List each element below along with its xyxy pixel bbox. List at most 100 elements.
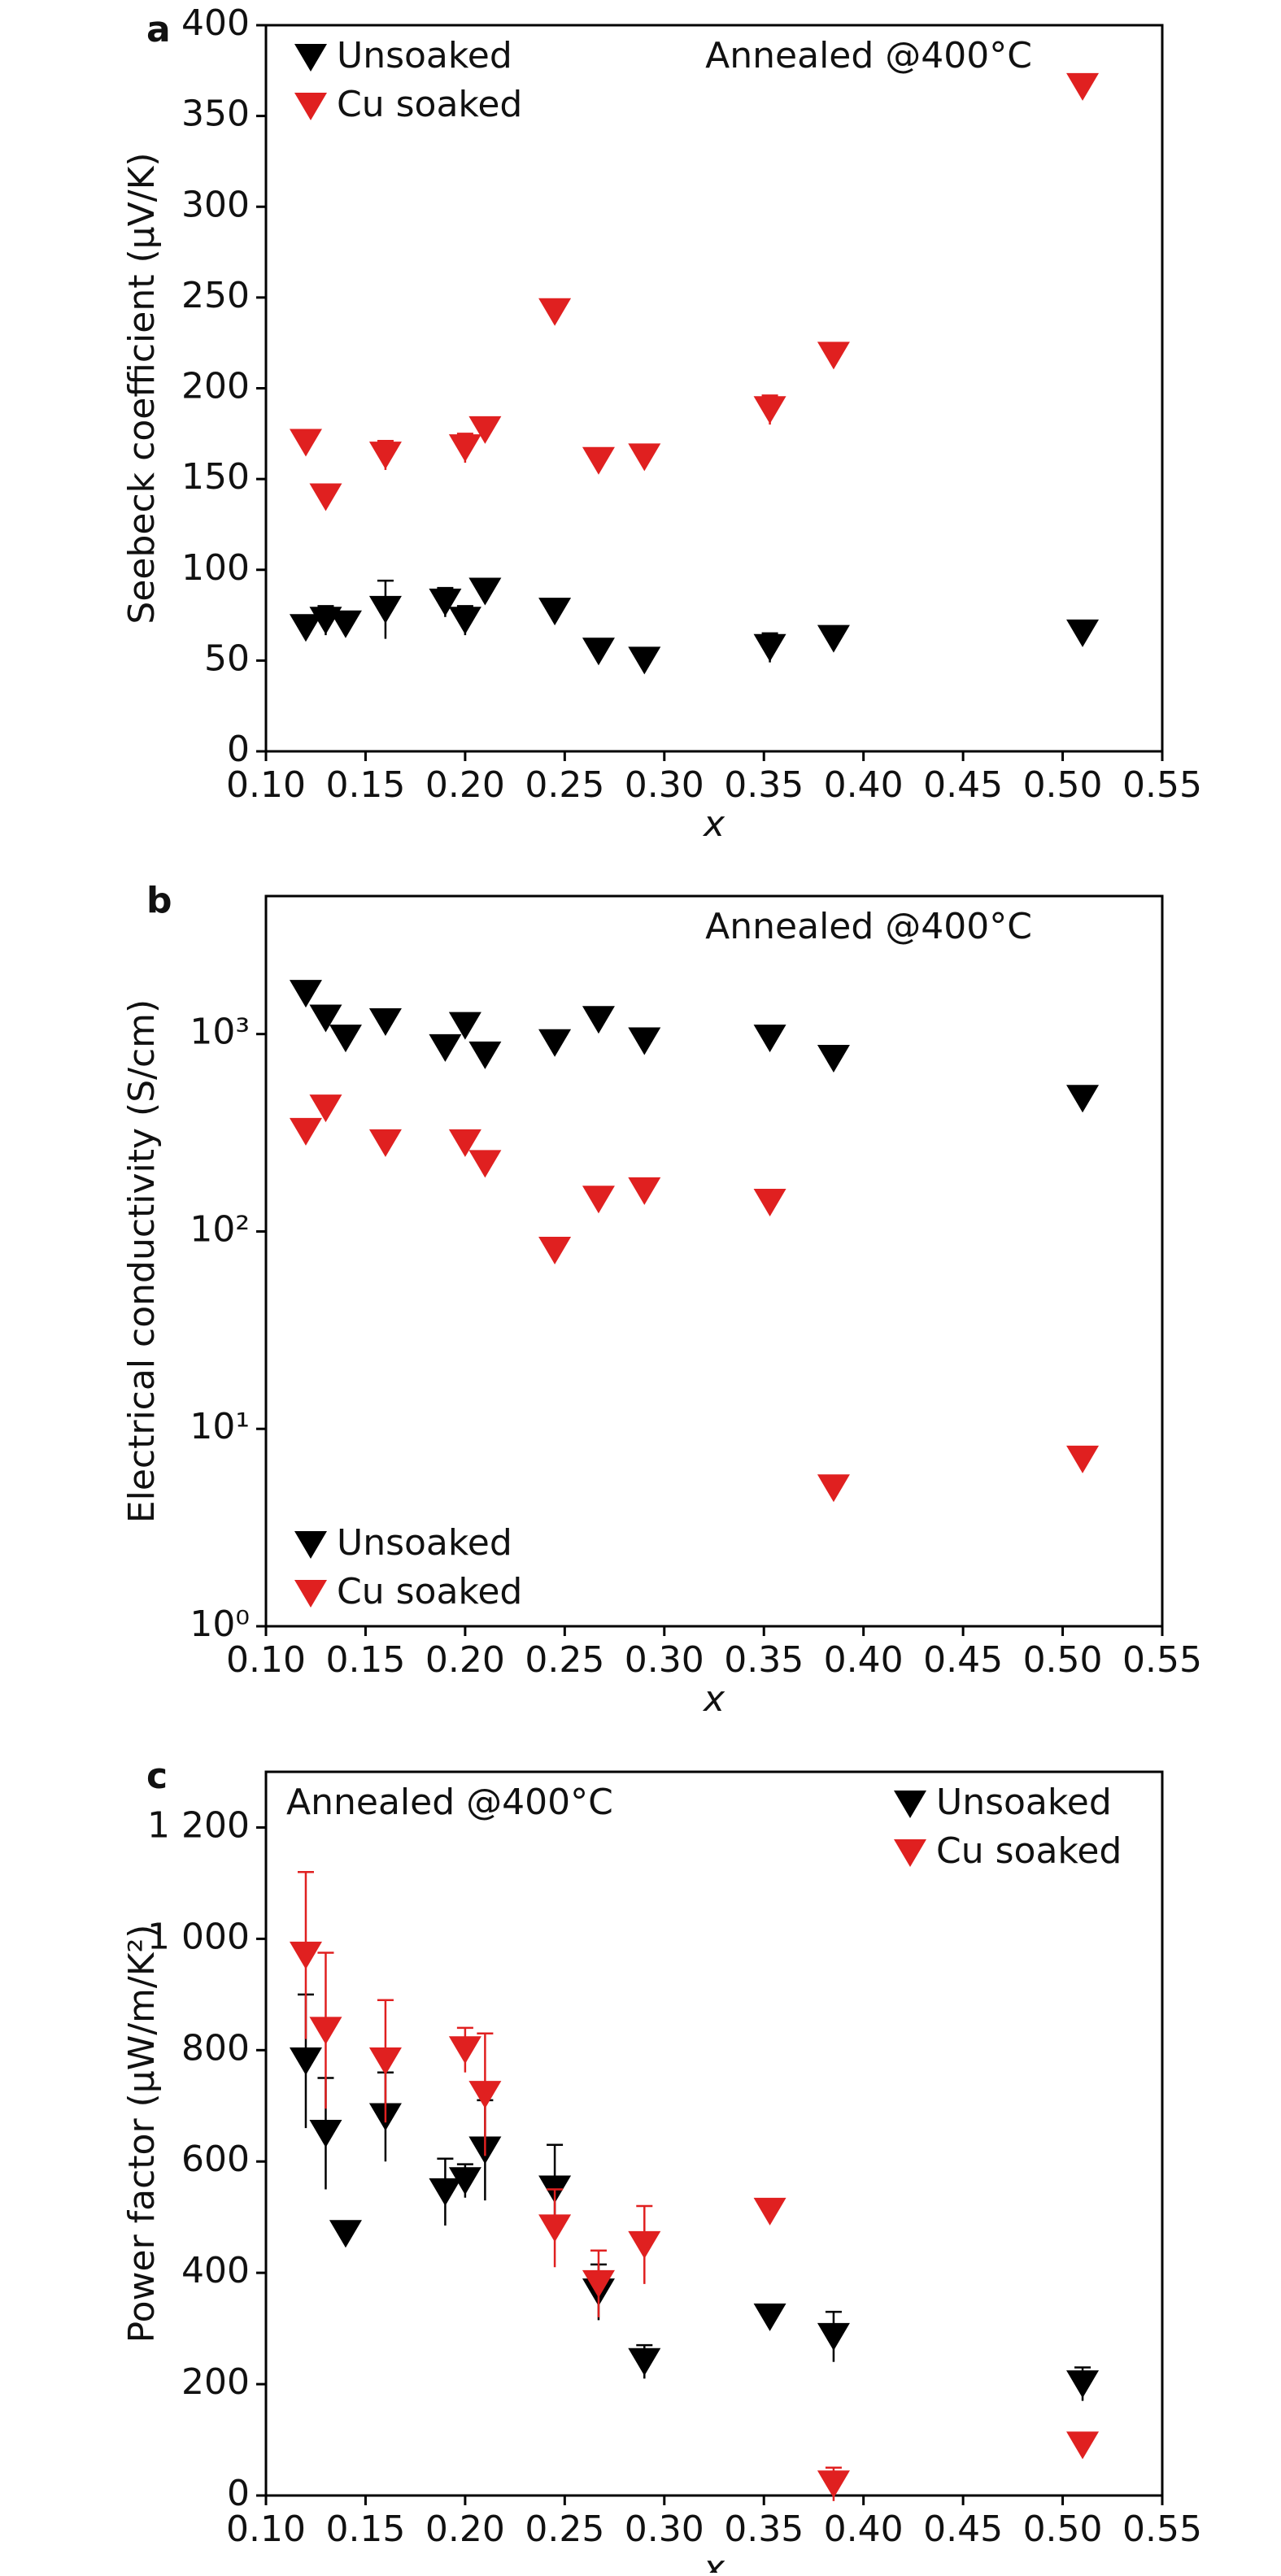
marker — [628, 2230, 661, 2259]
y-tick-label: 10⁰ — [190, 1603, 250, 1645]
y-tick-label: 200 — [181, 2361, 250, 2403]
x-tick-label: 0.10 — [226, 1639, 306, 1681]
x-tick-label: 0.10 — [226, 2509, 306, 2550]
marker — [309, 1094, 342, 1123]
y-axis-label: Seebeck coefficient (μV/K) — [121, 152, 163, 624]
plot-frame — [264, 24, 1164, 753]
x-axis-label: x — [702, 803, 725, 845]
marker — [289, 2047, 322, 2075]
marker — [753, 633, 786, 662]
x-tick-label: 0.55 — [1122, 2509, 1202, 2550]
legend-label: Unsoaked — [337, 35, 512, 76]
marker — [817, 1045, 850, 1073]
marker — [1066, 2431, 1100, 2460]
legend-marker — [294, 1580, 327, 1608]
y-tick-label: 10² — [190, 1208, 250, 1250]
legend-marker — [294, 44, 327, 72]
x-tick-label: 0.35 — [724, 1639, 804, 1681]
x-tick-label: 0.55 — [1122, 764, 1202, 806]
marker — [582, 446, 615, 475]
x-tick-label: 0.25 — [525, 764, 604, 806]
x-axis-label: x — [702, 1678, 725, 1720]
marker — [817, 624, 850, 653]
marker — [628, 2348, 661, 2376]
y-tick-label: 400 — [181, 2, 250, 44]
legend-marker — [894, 1839, 926, 1867]
y-axis-label: Electrical conductivity (S/cm) — [121, 999, 163, 1523]
marker — [628, 443, 661, 472]
marker — [429, 2178, 462, 2206]
x-tick-label: 0.20 — [425, 1639, 505, 1681]
legend-marker — [894, 1791, 926, 1818]
marker — [582, 1186, 615, 1214]
y-tick-label: 50 — [204, 637, 250, 679]
y-tick-label: 1 000 — [147, 1916, 250, 1957]
marker — [468, 416, 502, 444]
marker — [448, 434, 481, 463]
x-tick-label: 0.30 — [625, 1639, 704, 1681]
marker — [448, 1012, 481, 1040]
marker — [753, 2303, 786, 2331]
marker — [628, 1177, 661, 1205]
y-tick-label: 1 200 — [147, 1804, 250, 1846]
legend-marker — [294, 1531, 327, 1559]
y-tick-label: 10¹ — [190, 1406, 250, 1447]
x-tick-label: 0.45 — [923, 764, 1003, 806]
marker — [582, 2269, 615, 2298]
marker — [289, 429, 322, 457]
marker — [309, 2120, 342, 2147]
marker — [448, 2036, 481, 2065]
x-tick-label: 0.55 — [1122, 1639, 1202, 1681]
marker — [753, 2197, 786, 2226]
x-tick-label: 0.40 — [824, 2509, 904, 2550]
annotation: Annealed @400°C — [286, 1782, 613, 1823]
marker — [753, 396, 786, 424]
y-tick-label: 0 — [227, 2473, 250, 2514]
x-tick-label: 0.15 — [325, 2509, 405, 2550]
x-tick-label: 0.45 — [923, 1639, 1003, 1681]
marker — [468, 1150, 502, 1178]
marker — [289, 1941, 322, 1969]
marker — [368, 1129, 402, 1157]
marker — [817, 2470, 850, 2499]
marker — [582, 637, 615, 666]
marker — [329, 1025, 362, 1053]
legend-label: Cu soaked — [936, 1830, 1122, 1872]
marker — [448, 1129, 481, 1157]
x-tick-label: 0.35 — [724, 2509, 804, 2550]
marker — [817, 342, 850, 370]
marker — [309, 2017, 342, 2045]
legend-label: Cu soaked — [337, 1571, 522, 1612]
panel-label: c — [146, 1756, 168, 1797]
marker — [753, 1188, 786, 1216]
marker — [289, 980, 322, 1008]
legend-label: Unsoaked — [337, 1522, 512, 1564]
marker — [368, 442, 402, 470]
annotation: Annealed @400°C — [705, 906, 1032, 947]
x-tick-label: 0.20 — [425, 764, 505, 806]
annotation: Annealed @400°C — [705, 35, 1032, 76]
x-axis-label: x — [702, 2548, 725, 2573]
marker — [582, 1006, 615, 1034]
x-tick-label: 0.25 — [525, 1639, 604, 1681]
y-tick-label: 150 — [181, 456, 250, 498]
y-tick-label: 800 — [181, 2027, 250, 2069]
marker — [368, 1007, 402, 1036]
x-tick-label: 0.15 — [325, 1639, 405, 1681]
y-tick-label: 300 — [181, 184, 250, 225]
marker — [289, 614, 322, 642]
marker — [538, 1236, 572, 1264]
y-tick-label: 10³ — [190, 1012, 250, 1053]
x-tick-label: 0.25 — [525, 2509, 604, 2550]
marker — [468, 577, 502, 606]
marker — [1066, 1445, 1100, 1473]
x-tick-label: 0.30 — [625, 2509, 704, 2550]
marker — [817, 2322, 850, 2351]
marker — [309, 1004, 342, 1033]
marker — [753, 1025, 786, 1053]
legend-marker — [294, 93, 327, 120]
legend-label: Cu soaked — [337, 84, 522, 125]
marker — [1066, 72, 1100, 101]
y-tick-label: 200 — [181, 366, 250, 407]
